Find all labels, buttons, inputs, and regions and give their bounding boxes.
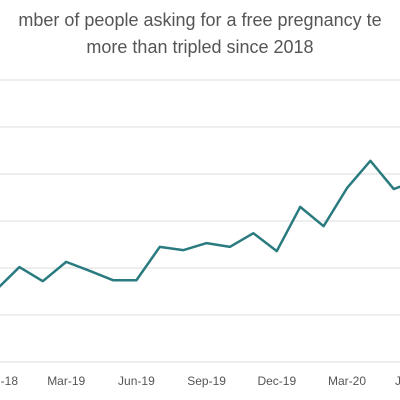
x-tick-label: Sep-19	[187, 374, 226, 388]
line	[0, 159, 400, 288]
x-tick-label: Mar-20	[328, 374, 366, 388]
chart-title: mber of people asking for a free pregnan…	[18, 10, 381, 30]
x-tick-label: Mar-19	[47, 374, 85, 388]
x-tick-label: J	[395, 374, 400, 388]
chart-title: more than tripled since 2018	[86, 37, 313, 57]
x-tick-label: Dec-19	[257, 374, 296, 388]
x-tick-label: Jun-19	[118, 374, 155, 388]
x-tick-label: -18	[1, 374, 19, 388]
